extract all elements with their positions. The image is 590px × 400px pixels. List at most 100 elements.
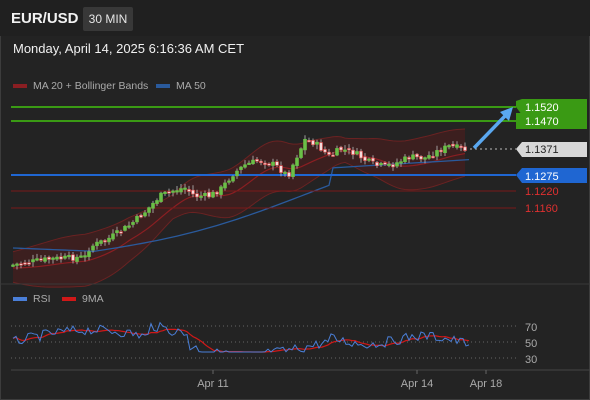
candle-body: [435, 150, 439, 157]
candle-body: [299, 148, 303, 158]
candle-body: [279, 165, 283, 173]
candle-body: [263, 162, 267, 165]
candle-body: [195, 193, 199, 198]
candle-body: [319, 142, 323, 151]
candle-body: [239, 166, 243, 170]
candle-body: [431, 156, 435, 159]
symbol-label[interactable]: EUR/USD: [11, 10, 79, 27]
candle-body: [31, 259, 35, 263]
rsi-lines: [12, 321, 470, 353]
interval-button[interactable]: 30 MIN: [83, 7, 133, 31]
rsi-line: [12, 321, 470, 353]
candle-body: [211, 191, 215, 198]
candle-body: [287, 172, 291, 177]
candle-body: [415, 153, 419, 158]
candle-body: [19, 263, 23, 266]
candle-body: [27, 262, 31, 265]
candle-body: [423, 157, 427, 160]
candle-body: [207, 191, 211, 198]
candle-body: [427, 155, 431, 159]
candle-body: [323, 149, 327, 153]
rsi-label: RSI: [33, 293, 51, 305]
candle-body: [223, 182, 227, 189]
candle-body: [11, 264, 15, 267]
candle-body: [227, 180, 231, 183]
support-1220-text: 1.1220: [525, 186, 559, 198]
candle-body: [411, 154, 415, 160]
level-tag-1470: 1.1470: [516, 113, 587, 129]
candle-body: [83, 255, 87, 258]
legend-9ma: 9MA: [62, 293, 104, 305]
ma20-label: MA 20 + Bollinger Bands: [33, 80, 149, 92]
candle-body: [351, 149, 355, 155]
candle-body: [383, 162, 387, 165]
9ma-swatch: [62, 297, 76, 301]
pivot-tag: 1.1275: [516, 168, 587, 183]
candle-body: [371, 157, 375, 162]
candle-body: [267, 163, 271, 166]
legend-ma50: MA 50: [156, 80, 206, 92]
candle-body: [343, 149, 347, 152]
candle-body: [335, 148, 339, 156]
rsi-30-label: 30: [525, 354, 537, 366]
candle-body: [111, 233, 115, 240]
candle-body: [199, 195, 203, 198]
9ma-label: 9MA: [82, 293, 104, 305]
candle-body: [363, 156, 367, 161]
candle-body: [171, 190, 175, 193]
candle-body: [103, 240, 107, 243]
candle-body: [203, 193, 207, 196]
candle-body: [247, 162, 251, 165]
ma50-label: MA 50: [176, 80, 206, 92]
candle-body: [159, 192, 163, 202]
current-price-tag: 1.1371: [516, 142, 587, 157]
candle-body: [95, 241, 99, 246]
candle-body: [395, 162, 399, 167]
candle-body: [63, 255, 67, 259]
candle-body: [303, 138, 307, 151]
candle-body: [271, 161, 275, 166]
current-price-text: 1.1371: [525, 144, 559, 156]
candle-body: [79, 255, 83, 258]
candle-body: [87, 251, 91, 258]
candle-body: [375, 162, 379, 167]
support-1160-text: 1.1160: [525, 203, 558, 215]
candle-body: [331, 154, 335, 157]
candle-body: [407, 157, 411, 160]
candle-body: [187, 189, 191, 192]
rsi-50-label: 50: [525, 338, 537, 350]
candle-body: [359, 150, 363, 159]
candle-body: [151, 202, 155, 209]
candle-body: [295, 157, 299, 166]
rsi-swatch: [13, 297, 27, 301]
candle-body: [339, 146, 343, 151]
candle-body: [399, 161, 403, 164]
candle-body: [99, 240, 103, 244]
candle-body: [139, 214, 143, 218]
candle-body: [387, 163, 391, 166]
candle-body: [391, 164, 395, 168]
candle-body: [67, 255, 71, 258]
x-label-apr11: Apr 11: [197, 378, 229, 390]
candle-body: [179, 188, 183, 193]
candle-body: [43, 257, 47, 262]
forecast-arrow-shaft: [472, 114, 507, 150]
candle-body: [135, 216, 139, 223]
candle-body: [463, 146, 467, 151]
candle-body: [143, 212, 147, 217]
candle-body: [439, 149, 443, 153]
candle-body: [167, 191, 171, 194]
level-tag-1520: 1.1520: [516, 99, 587, 115]
candle-body: [251, 159, 255, 165]
candle-body: [235, 170, 239, 177]
candle-body: [379, 162, 383, 166]
candle-body: [215, 191, 219, 195]
candle-body: [255, 159, 259, 162]
candle-body: [147, 207, 151, 213]
candle-body: [419, 156, 423, 160]
forecast-arrow-head: [500, 107, 513, 121]
candle-body: [347, 148, 351, 151]
candle-body: [175, 190, 179, 193]
